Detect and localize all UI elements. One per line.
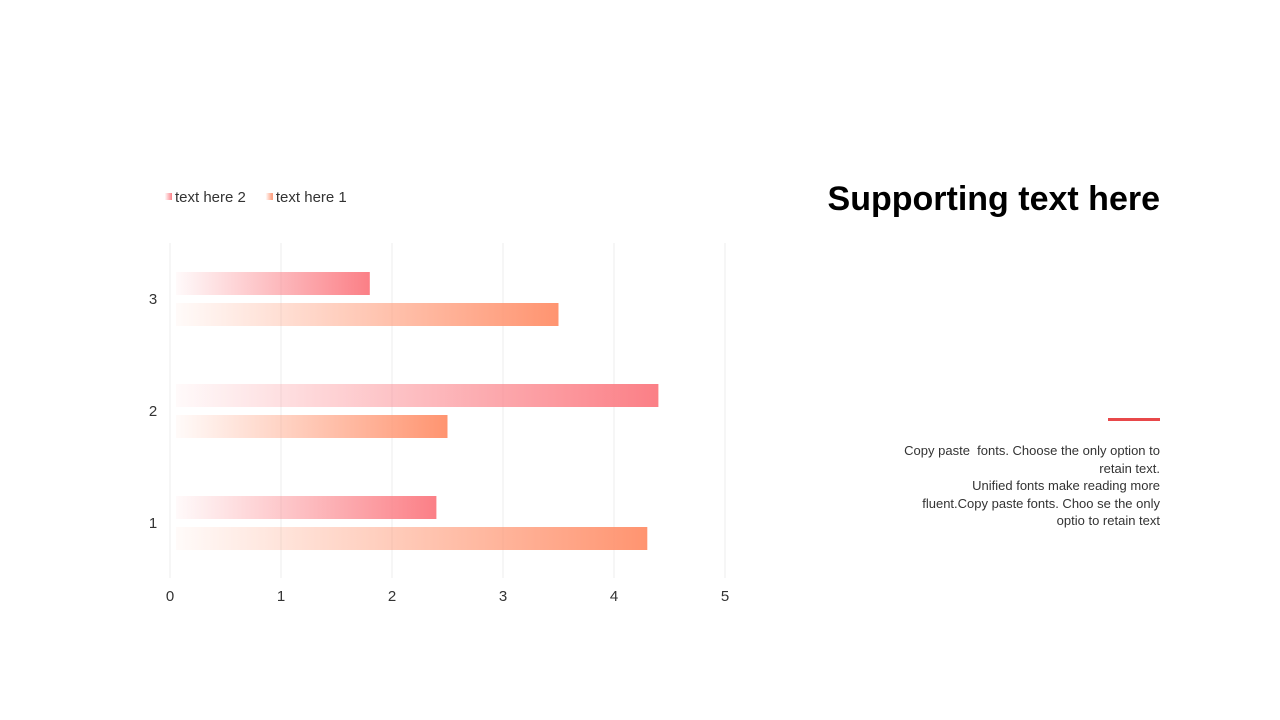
page-title: Supporting text here: [827, 180, 1160, 218]
bar-series-1-category-2: [176, 415, 448, 438]
legend-label: text here 2: [175, 189, 246, 206]
chart-bars: [176, 272, 659, 550]
body-text-line: retain text.: [1099, 460, 1160, 476]
bar-series-2-category-1: [176, 496, 437, 519]
bar-series-1-category-3: [176, 303, 559, 326]
x-tick-label: 0: [166, 588, 174, 605]
body-text-line: fluent.Copy paste fonts. Choo se the onl…: [922, 495, 1160, 511]
chart-gridlines: [169, 243, 726, 578]
chart-legend: text here 2 text here 1: [165, 189, 347, 206]
body-text-line: Copy paste fonts. Choose the only option…: [904, 443, 1160, 458]
bar-series-2-category-2: [176, 384, 659, 407]
bar-chart: 0 1 2 3 4 5 1 2 3 text here 2 text here 1: [149, 189, 729, 605]
x-tick-label: 2: [388, 588, 396, 605]
x-tick-label: 3: [499, 588, 507, 605]
x-tick-label: 1: [277, 588, 285, 605]
legend-label: text here 1: [276, 189, 347, 206]
y-tick-label: 2: [149, 403, 157, 420]
bar-series-1-category-1: [176, 527, 648, 550]
body-text: Copy paste fonts. Choose the only option…: [860, 442, 1160, 530]
x-tick-label: 5: [721, 588, 729, 605]
legend-swatch: [165, 193, 172, 200]
bar-series-2-category-3: [176, 272, 370, 295]
legend-swatch: [265, 193, 273, 200]
body-text-line: Unified fonts make reading more: [972, 478, 1160, 493]
accent-divider: [1108, 418, 1160, 421]
x-tick-label: 4: [610, 588, 618, 605]
y-tick-label: 1: [149, 515, 157, 532]
y-tick-label: 3: [149, 291, 157, 308]
chart-ticks: 0 1 2 3 4 5 1 2 3: [149, 291, 729, 605]
body-text-line: optio to retain text: [1056, 513, 1160, 528]
